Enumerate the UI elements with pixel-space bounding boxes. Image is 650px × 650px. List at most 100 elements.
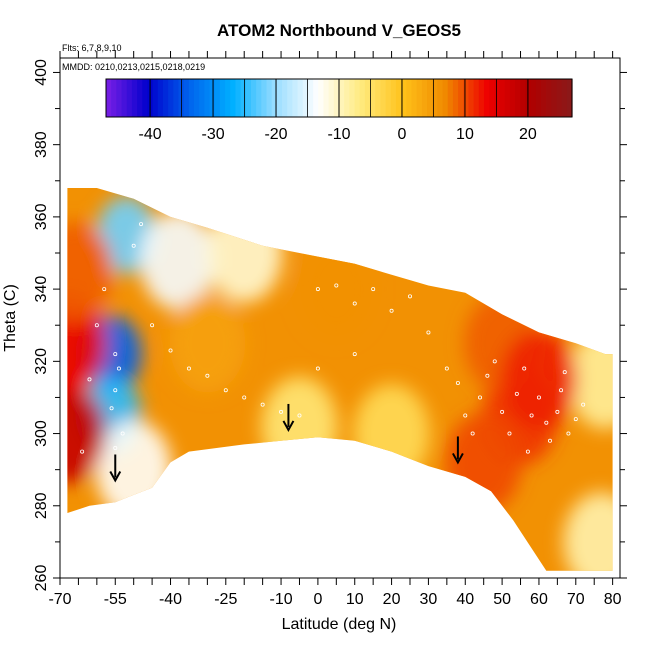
colorbar-swatch: [530, 79, 537, 117]
colorbar-swatch: [463, 79, 470, 117]
colorbar-swatch: [421, 79, 428, 117]
flight-point: [371, 287, 376, 292]
flight-point: [223, 388, 228, 393]
colorbar-swatch: [214, 79, 221, 117]
y-tick-label: 280: [33, 492, 50, 519]
flight-point: [186, 366, 191, 371]
colorbar-swatch: [483, 79, 490, 117]
colorbar-swatch: [478, 79, 485, 117]
x-tick-label: -10: [269, 591, 292, 608]
colorbar-swatch: [209, 79, 216, 117]
flight-point: [113, 388, 118, 393]
flight-point: [525, 449, 530, 454]
field-anomaly: [67, 221, 113, 321]
field-anomaly: [298, 239, 375, 339]
colorbar-swatch: [566, 79, 573, 117]
flight-point: [463, 413, 468, 418]
colorbar-swatch: [370, 79, 376, 117]
field-anomaly: [353, 384, 430, 483]
flight-point: [113, 445, 118, 450]
flight-point: [279, 409, 284, 414]
colorbar-swatch: [126, 79, 133, 117]
colorbar-swatch: [447, 79, 454, 117]
flight-point: [80, 449, 85, 454]
field-anomaly: [67, 384, 106, 483]
colorbar-swatch: [271, 79, 278, 117]
colorbar-swatch: [235, 79, 242, 117]
colorbar-swatch: [219, 79, 226, 117]
flight-point: [470, 431, 475, 436]
colorbar-swatch: [333, 79, 340, 117]
field-anomaly: [206, 203, 283, 303]
flight-point: [120, 431, 125, 436]
x-tick-label: 40: [456, 591, 474, 608]
y-tick-label: 380: [33, 131, 50, 158]
colorbar-swatch: [307, 79, 314, 117]
field-anomaly: [139, 210, 216, 310]
down-arrow-annotation: [452, 436, 464, 465]
flight-point: [536, 395, 541, 400]
colorbar-swatch: [116, 79, 123, 117]
x-tick-label: 10: [346, 591, 364, 608]
y-tick-label: 340: [33, 276, 50, 303]
chart-title: ATOM2 Northbound V_GEOS5: [217, 21, 461, 40]
colorbar-swatch: [395, 79, 402, 117]
colorbar-tick-label: -20: [264, 126, 287, 143]
colorbar-tick-label: 0: [398, 126, 407, 143]
colorbar-tick-label: 10: [456, 126, 474, 143]
annotations: [109, 403, 464, 483]
flight-point: [522, 366, 527, 371]
flight-point: [548, 438, 553, 443]
colorbar-swatch: [131, 79, 138, 117]
flight-point: [444, 366, 449, 371]
x-tick-label: 0: [313, 591, 322, 608]
colorbar-swatch: [437, 79, 444, 117]
down-arrow-annotation: [282, 403, 295, 433]
colorbar-swatch: [375, 79, 382, 117]
colorbar-swatch: [499, 79, 506, 117]
colorbar-swatch: [380, 79, 387, 117]
flight-point: [559, 388, 564, 393]
colorbar-swatch: [323, 79, 330, 117]
arrow-head: [282, 420, 295, 433]
colorbar-swatch: [199, 79, 205, 117]
colorbar-swatch: [256, 79, 262, 117]
colorbar-swatch: [416, 79, 423, 117]
colorbar-tick-label: -30: [201, 126, 224, 143]
flight-point: [389, 308, 394, 313]
field-anomaly: [567, 329, 613, 429]
colorbar-swatch: [546, 79, 552, 117]
flight-point: [315, 366, 320, 371]
colorbar: -40 -30 -20 -10 0 10 20: [105, 78, 573, 143]
colorbar-swatch: [266, 79, 273, 117]
colorbar-swatch: [292, 79, 299, 117]
colorbar-swatch: [188, 79, 195, 117]
colorbar-swatch: [313, 79, 319, 117]
flight-point: [514, 391, 519, 396]
colorbar-swatch: [344, 79, 350, 117]
colorbar-swatch: [276, 79, 283, 117]
colorbar-swatch: [137, 79, 143, 117]
flight-point: [581, 402, 586, 407]
field-anomaly: [261, 376, 338, 476]
colorbar-swatch: [183, 79, 190, 117]
colorbar-swatch: [302, 79, 309, 117]
colorbar-swatch: [240, 79, 247, 117]
colorbar-swatch: [349, 79, 356, 117]
flight-point: [352, 352, 357, 357]
flight-point: [455, 380, 460, 385]
colorbar-swatch: [111, 79, 117, 117]
colorbar-swatch: [551, 79, 558, 117]
y-tick-label: 300: [33, 420, 50, 447]
colorbar-swatch: [468, 79, 475, 117]
field-anomalies: [67, 195, 613, 571]
x-tick-label: -55: [104, 591, 127, 608]
y-axis-label: Theta (C): [2, 284, 19, 352]
colorbar-swatch: [458, 79, 464, 117]
colorbar-swatch: [157, 79, 164, 117]
colorbar-swatch: [432, 79, 438, 117]
flight-point: [116, 366, 121, 371]
flight-point: [260, 402, 265, 407]
arrow-head: [109, 471, 122, 483]
x-tick-label: 30: [420, 591, 438, 608]
